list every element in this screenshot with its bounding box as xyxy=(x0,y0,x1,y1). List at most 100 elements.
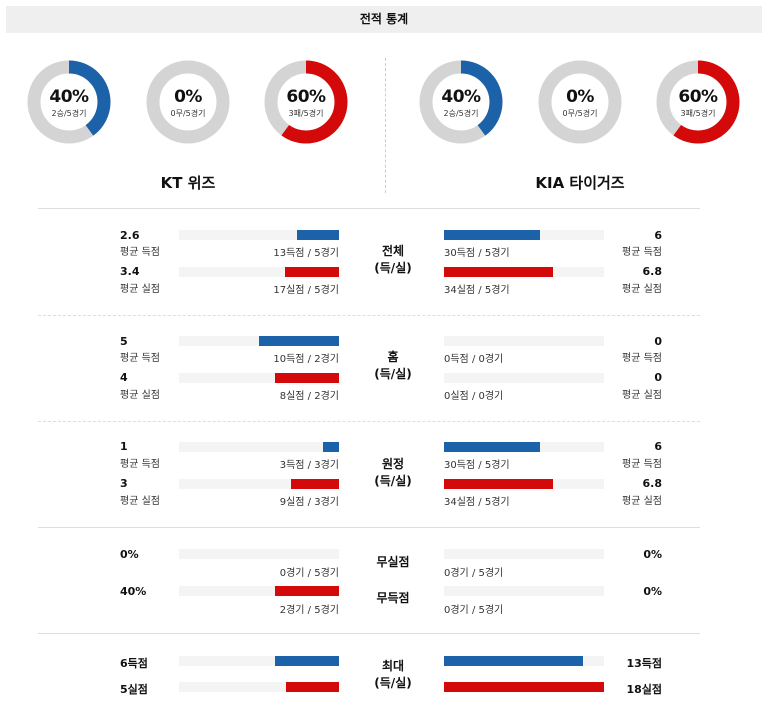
kt-max-allowed-track xyxy=(179,682,339,692)
kia-away-allowed-bar xyxy=(444,479,553,489)
donut-arc xyxy=(27,60,111,144)
category-away-title: 원정 xyxy=(381,457,405,471)
category-total-sub: (득/실) xyxy=(374,261,412,275)
kia-max-allowed: 18실점 xyxy=(626,683,662,696)
kia-max-scored-bar xyxy=(444,656,583,666)
kt-total-allowed-count: 17실점 / 5경기 xyxy=(273,285,339,296)
kia-away-avg-scored: 6 xyxy=(654,440,662,453)
kia-team-name: KIA 타이거즈 xyxy=(535,174,625,192)
kt-total-scored-track xyxy=(179,230,339,240)
kt-loss-donut: 60% 3패/5경기 xyxy=(264,60,348,144)
kia-shutout-count: 0경기 / 5경기 xyxy=(444,568,504,579)
section-separator xyxy=(38,421,700,422)
kia-max-scored: 13득점 xyxy=(626,657,662,670)
section-separator xyxy=(38,208,700,209)
kia-scoreless-track xyxy=(444,586,604,596)
kia-shutout-pct: 0% xyxy=(643,548,662,561)
kt-win-donut: 40% 2승/5경기 xyxy=(27,60,111,144)
donut-track xyxy=(146,60,230,144)
kt-max-scored: 6득점 xyxy=(120,657,148,670)
kt-max-allowed: 5실점 xyxy=(120,683,148,696)
kt-draw-sub: 0무/5경기 xyxy=(170,109,206,118)
kt-scoreless-track xyxy=(179,586,339,596)
kia-away-avg-allowed-label: 평균 실점 xyxy=(622,496,662,507)
category-max-sub: (득/실) xyxy=(374,676,412,690)
kt-max-allowed-bar xyxy=(286,682,339,692)
kia-win-donut: 40% 2승/5경기 xyxy=(419,60,503,144)
kt-shutout-count: 0경기 / 5경기 xyxy=(279,568,339,579)
kia-away-allowed-track xyxy=(444,479,604,489)
kt-shutout-track xyxy=(179,549,339,559)
stats-title: 전적 통계 xyxy=(359,12,409,26)
category-away: 원정 (득/실) xyxy=(363,456,423,490)
kia-shutout-track xyxy=(444,549,604,559)
kt-total-avg-scored: 2.6 xyxy=(120,229,140,242)
donut-track xyxy=(538,60,622,144)
kt-away-avg-allowed-label: 평균 실점 xyxy=(120,496,160,507)
kia-home-avg-scored-label: 평균 득점 xyxy=(622,353,662,364)
kia-loss-donut: 60% 3패/5경기 xyxy=(656,60,740,144)
kt-total-scored-count: 13득점 / 5경기 xyxy=(273,248,339,259)
kt-draw-donut: 0% 0무/5경기 xyxy=(146,60,230,144)
stats-header: 전적 통계 xyxy=(6,6,762,33)
kt-home-scored-track xyxy=(179,336,339,346)
kia-total-scored-count: 30득점 / 5경기 xyxy=(444,248,510,259)
kia-home-allowed-track xyxy=(444,373,604,383)
kt-loss-sub: 3패/5경기 xyxy=(288,109,324,118)
kt-home-avg-allowed: 4 xyxy=(120,371,128,384)
kt-away-scored-count: 3득점 / 3경기 xyxy=(279,460,339,471)
kt-home-allowed-count: 8실점 / 2경기 xyxy=(279,391,339,402)
section-separator xyxy=(38,633,700,634)
kia-home-avg-allowed: 0 xyxy=(654,371,662,384)
kt-home-scored-bar xyxy=(259,336,339,346)
kia-total-avg-allowed: 6.8 xyxy=(642,265,663,278)
kia-draw-donut: 0% 0무/5경기 xyxy=(538,60,622,144)
kt-total-scored-bar xyxy=(297,230,339,240)
kia-away-scored-track xyxy=(444,442,604,452)
kt-win-pct: 40% xyxy=(49,87,89,107)
kia-win-donut-chart xyxy=(419,60,503,144)
kt-scoreless-bar xyxy=(275,586,339,596)
kia-draw-donut-chart xyxy=(538,60,622,144)
kt-home-scored-count: 10득점 / 2경기 xyxy=(273,354,339,365)
kt-scoreless-count: 2경기 / 5경기 xyxy=(279,605,339,616)
kt-total-avg-allowed: 3.4 xyxy=(120,265,140,278)
kia-away-scored-bar xyxy=(444,442,540,452)
kia-loss-sub: 3패/5경기 xyxy=(680,109,716,118)
kia-total-avg-scored: 6 xyxy=(654,229,662,242)
kt-away-allowed-count: 9실점 / 3경기 xyxy=(279,497,339,508)
kt-home-avg-scored-label: 평균 득점 xyxy=(120,353,160,364)
kia-total-allowed-track xyxy=(444,267,604,277)
kt-loss-pct: 60% xyxy=(286,87,326,107)
donut-arc xyxy=(656,60,740,144)
kia-max-allowed-bar xyxy=(444,682,604,692)
section-separator xyxy=(38,527,700,528)
kt-away-scored-bar xyxy=(323,442,339,452)
kt-loss-donut-chart xyxy=(264,60,348,144)
category-away-sub: (득/실) xyxy=(374,474,412,488)
category-home-title: 홈 xyxy=(387,350,399,364)
donut-arc xyxy=(419,60,503,144)
kt-win-sub: 2승/5경기 xyxy=(51,109,87,118)
kt-scoreless-pct: 40% xyxy=(120,585,147,598)
kia-home-avg-scored: 0 xyxy=(654,335,662,348)
kt-away-avg-scored-label: 평균 득점 xyxy=(120,459,160,470)
kia-max-allowed-track xyxy=(444,682,604,692)
kia-home-allowed-count: 0실점 / 0경기 xyxy=(444,391,504,402)
kt-home-allowed-bar xyxy=(275,373,339,383)
kia-win-sub: 2승/5경기 xyxy=(443,109,479,118)
kia-total-allowed-bar xyxy=(444,267,553,277)
category-max: 최대 (득/실) xyxy=(363,658,423,692)
kia-total-avg-allowed-label: 평균 실점 xyxy=(622,284,662,295)
kia-loss-pct: 60% xyxy=(678,87,718,107)
kia-loss-donut-chart xyxy=(656,60,740,144)
kt-shutout-pct: 0% xyxy=(120,548,139,561)
kt-home-avg-scored: 5 xyxy=(120,335,128,348)
kia-win-pct: 40% xyxy=(441,87,481,107)
category-home: 홈 (득/실) xyxy=(363,349,423,383)
kt-away-avg-allowed: 3 xyxy=(120,477,128,490)
kia-home-scored-track xyxy=(444,336,604,346)
kia-away-allowed-count: 34실점 / 5경기 xyxy=(444,497,510,508)
kia-draw-pct: 0% xyxy=(566,87,594,107)
kia-draw-sub: 0무/5경기 xyxy=(562,109,598,118)
